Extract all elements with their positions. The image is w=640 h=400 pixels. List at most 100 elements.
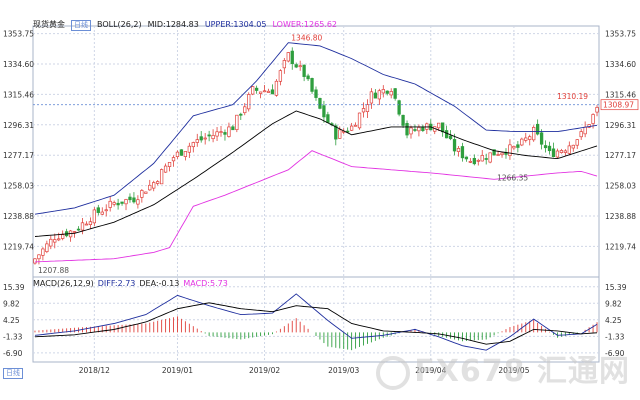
- candle-down: [413, 129, 417, 131]
- candle-up: [496, 154, 500, 156]
- candle-up: [80, 222, 85, 231]
- candle-down: [551, 148, 556, 157]
- candle-up: [247, 94, 251, 110]
- price-tick-label-right: 1219.74: [605, 242, 636, 251]
- period-badge[interactable]: 日线: [71, 20, 91, 31]
- candle-down: [132, 197, 136, 203]
- boll-label: BOLL(26,2): [97, 20, 142, 29]
- candle-up: [575, 139, 579, 146]
- candle-up: [148, 184, 152, 191]
- candle-up: [33, 258, 37, 264]
- price-tick-label-left: 1315.46: [3, 90, 34, 99]
- candle-up: [183, 151, 188, 157]
- candle-down: [492, 149, 496, 156]
- candle-down: [346, 130, 350, 133]
- candle-up: [500, 152, 504, 156]
- candle-up: [243, 106, 247, 114]
- candle-up: [136, 199, 140, 205]
- candle-down: [294, 64, 298, 68]
- macd-tick-label-left: -1.33: [3, 332, 23, 341]
- date-tick-label: 2019/03: [328, 366, 359, 375]
- candle-up: [456, 148, 461, 152]
- boll-mid-value: MID:1284.83: [147, 20, 199, 29]
- candle-down: [334, 125, 338, 140]
- date-tick-label: 2019/05: [498, 366, 529, 375]
- price-tick-label-left: 1258.03: [3, 182, 34, 191]
- candle-down: [441, 122, 445, 133]
- price-annotation: 1346.80: [291, 34, 322, 43]
- boll-lower-line: [34, 150, 598, 263]
- candle-up: [159, 169, 164, 185]
- candle-up: [144, 191, 148, 194]
- candle-up: [104, 209, 108, 212]
- candle-up: [251, 86, 255, 95]
- candle-up: [124, 199, 128, 205]
- boll-info-bar: 现货黄金 日线 BOLL(26,2) MID:1284.83 UPPER:1304.05…: [33, 20, 343, 31]
- candle-up: [508, 144, 512, 156]
- candle-up: [563, 150, 568, 153]
- candle-down: [460, 146, 465, 159]
- price-tick-label-left: 1238.88: [3, 212, 34, 221]
- candle-down: [385, 90, 389, 94]
- macd-tick-label-left: 15.39: [3, 283, 25, 292]
- candle-down: [179, 149, 184, 156]
- candle-down: [231, 126, 235, 131]
- macd-dea-line: [34, 302, 598, 345]
- candle-down: [536, 123, 540, 135]
- candle-down: [96, 207, 100, 213]
- candle-down: [405, 123, 409, 136]
- price-tick-label-right: 1296.31: [605, 121, 636, 130]
- candle-up: [191, 142, 195, 148]
- candle-up: [41, 248, 45, 256]
- boll-upper-value: UPPER:1304.05: [204, 20, 267, 29]
- candle-down: [322, 105, 326, 118]
- candle-up: [361, 108, 366, 113]
- price-tick-label-right: 1238.88: [605, 212, 636, 221]
- macd-tick-label-right: 4.25: [605, 316, 622, 325]
- candle-up: [215, 131, 219, 137]
- candle-up: [45, 243, 49, 252]
- fx678-logo-icon: [376, 355, 411, 390]
- candle-up: [258, 91, 263, 94]
- candle-up: [167, 162, 172, 167]
- price-tick-label-left: 1296.31: [3, 121, 34, 130]
- candle-up: [53, 239, 57, 243]
- candle-up: [235, 114, 239, 130]
- candle-down: [128, 196, 132, 201]
- candle-up: [262, 90, 267, 93]
- candle-up: [211, 135, 215, 140]
- candle-up: [171, 157, 176, 162]
- candle-down: [318, 97, 322, 109]
- candle-down: [448, 135, 453, 140]
- candle-up: [88, 221, 93, 225]
- candle-up: [108, 200, 112, 208]
- period-button[interactable]: 日线: [3, 368, 23, 379]
- candle-up: [520, 138, 524, 146]
- candle-up: [437, 122, 441, 129]
- candle-down: [314, 89, 318, 98]
- candle-up: [409, 127, 413, 135]
- date-tick-label: 2018/12: [79, 366, 110, 375]
- price-tick-label-right: 1258.03: [605, 182, 636, 191]
- macd-value: MACD:5.73: [183, 279, 228, 288]
- price-tick-label-right: 1315.46: [605, 90, 636, 99]
- candle-down: [290, 50, 294, 65]
- candle-up: [286, 52, 290, 62]
- candle-up: [219, 131, 223, 133]
- candle-up: [528, 136, 532, 140]
- candle-down: [120, 201, 124, 204]
- candle-up: [595, 107, 599, 113]
- instrument-name: 现货黄金: [33, 20, 65, 29]
- candle-up: [282, 60, 286, 69]
- candle-down: [199, 136, 203, 141]
- candle-down: [421, 127, 425, 131]
- macd-label: MACD(26,12,9): [33, 279, 94, 288]
- candle-up: [49, 238, 53, 247]
- macd-diff-line: [34, 293, 598, 351]
- macd-tick-label-left: 4.25: [3, 316, 20, 325]
- candle-down: [373, 92, 378, 99]
- price-tick-label-right: 1353.75: [605, 30, 636, 39]
- candle-up: [112, 202, 116, 205]
- candle-down: [393, 88, 397, 99]
